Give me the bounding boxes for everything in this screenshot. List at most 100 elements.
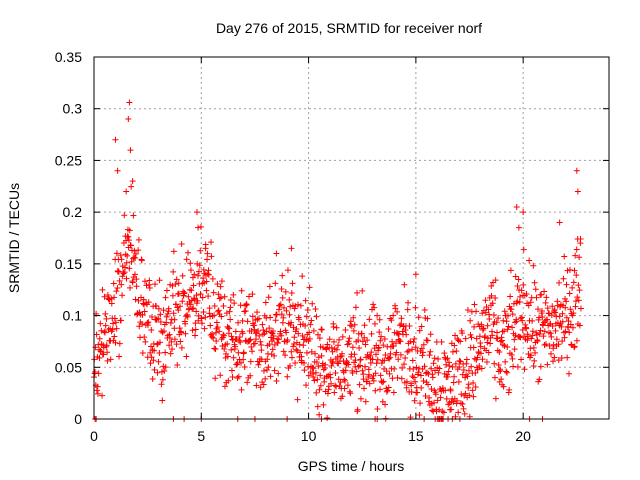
data-point (182, 330, 189, 337)
data-point (368, 330, 375, 337)
data-point (541, 342, 548, 349)
data-point (227, 296, 234, 303)
data-point (112, 319, 119, 326)
data-point (193, 308, 200, 315)
data-point (492, 294, 499, 301)
data-point (360, 376, 367, 383)
data-point (263, 328, 270, 335)
data-point (496, 348, 503, 355)
data-point (512, 319, 519, 326)
data-point (103, 343, 110, 350)
data-point (117, 252, 124, 259)
data-point (111, 315, 118, 322)
data-point (244, 379, 251, 386)
data-point (318, 326, 325, 333)
data-point (150, 357, 157, 364)
data-point (207, 322, 214, 329)
data-point (366, 371, 373, 378)
data-point (188, 287, 195, 294)
data-point (167, 319, 174, 326)
data-point (373, 360, 380, 367)
data-point (440, 409, 447, 416)
data-point (174, 361, 181, 368)
data-point (263, 366, 270, 373)
data-point (227, 316, 234, 323)
data-point (547, 330, 554, 337)
data-point (248, 327, 255, 334)
data-point (439, 408, 446, 415)
data-point (295, 330, 302, 337)
data-point (211, 312, 218, 319)
data-point (195, 268, 202, 275)
data-point (421, 363, 428, 370)
data-point (436, 406, 443, 413)
data-point (234, 374, 241, 381)
data-point (395, 356, 402, 363)
data-point (155, 315, 162, 322)
data-point (515, 276, 522, 283)
data-point (290, 340, 297, 347)
data-point (362, 398, 369, 405)
data-point (218, 313, 225, 320)
data-point (482, 297, 489, 304)
data-point (113, 325, 120, 332)
data-point (125, 116, 132, 123)
data-point (566, 370, 573, 377)
data-point (351, 321, 358, 328)
data-point (389, 338, 396, 345)
data-point (283, 329, 290, 336)
data-point (224, 340, 231, 347)
data-point (536, 331, 543, 337)
data-point (375, 344, 382, 351)
data-point (125, 237, 132, 244)
data-point (324, 341, 331, 348)
data-point (485, 349, 492, 356)
data-point (403, 331, 410, 338)
data-point (229, 374, 236, 381)
data-point (443, 395, 450, 402)
data-point (189, 274, 196, 281)
data-point (216, 328, 223, 335)
data-point (96, 335, 103, 342)
data-point (381, 357, 388, 364)
data-point (278, 311, 285, 318)
data-point (122, 251, 129, 258)
data-point (159, 376, 166, 383)
data-point (148, 326, 155, 333)
data-point (254, 309, 261, 316)
data-point (565, 324, 572, 331)
data-point (303, 313, 310, 320)
data-point (272, 280, 279, 287)
data-point (230, 354, 237, 361)
data-point (526, 257, 533, 264)
data-point (96, 354, 103, 361)
data-point (93, 387, 100, 394)
data-point (474, 366, 481, 373)
data-point (303, 382, 310, 389)
data-point (537, 327, 544, 334)
data-point (450, 398, 457, 405)
data-point (220, 331, 227, 338)
chart-title: Day 276 of 2015, SRMTID for receiver nor… (216, 20, 482, 36)
data-point (194, 209, 200, 216)
data-point (514, 298, 521, 305)
data-point (444, 355, 451, 362)
data-point (476, 333, 483, 340)
data-point (324, 390, 331, 397)
data-point (141, 278, 148, 285)
data-point (333, 383, 340, 390)
data-point (217, 283, 224, 290)
data-point (249, 291, 256, 298)
data-point (329, 358, 336, 365)
data-point (468, 334, 475, 341)
data-point (306, 335, 313, 342)
data-point (522, 321, 529, 328)
data-point (403, 378, 410, 385)
data-point (335, 342, 342, 349)
data-point (307, 321, 314, 328)
data-point (413, 364, 420, 371)
data-point (193, 292, 200, 299)
data-point (489, 332, 496, 339)
data-point (328, 380, 335, 387)
data-point (273, 250, 280, 257)
